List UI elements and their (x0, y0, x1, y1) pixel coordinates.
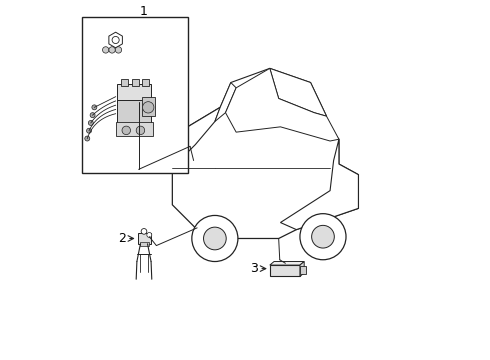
Circle shape (112, 36, 119, 44)
Circle shape (147, 233, 152, 238)
Circle shape (143, 102, 154, 113)
Circle shape (115, 47, 122, 53)
Circle shape (87, 128, 92, 133)
Circle shape (141, 229, 147, 234)
Circle shape (102, 47, 109, 53)
Bar (118, 100, 151, 123)
Circle shape (92, 105, 97, 110)
Bar (121, 79, 128, 86)
Polygon shape (280, 139, 358, 230)
Bar (142, 79, 149, 86)
Circle shape (136, 126, 145, 135)
Text: 1: 1 (140, 5, 148, 18)
Polygon shape (270, 68, 326, 116)
Polygon shape (109, 32, 122, 48)
Bar (82, 17, 188, 173)
Circle shape (203, 227, 226, 250)
Polygon shape (172, 107, 220, 168)
Circle shape (300, 214, 346, 260)
Polygon shape (300, 261, 304, 276)
Polygon shape (225, 68, 339, 141)
Circle shape (122, 126, 130, 135)
Polygon shape (215, 82, 236, 122)
Text: 2: 2 (118, 232, 125, 245)
Polygon shape (270, 261, 304, 265)
Circle shape (90, 113, 95, 118)
Polygon shape (172, 95, 358, 238)
Circle shape (85, 136, 90, 141)
Circle shape (109, 47, 115, 53)
Bar (140, 242, 148, 246)
Circle shape (312, 225, 334, 248)
Text: 3: 3 (250, 262, 258, 275)
Polygon shape (220, 68, 326, 116)
Circle shape (88, 121, 93, 125)
Bar (270, 265, 300, 276)
Bar (138, 233, 151, 244)
Bar (116, 122, 153, 136)
Bar (300, 266, 306, 274)
Circle shape (192, 215, 238, 261)
Bar (118, 84, 151, 102)
Bar (142, 97, 155, 116)
Bar (132, 79, 139, 86)
